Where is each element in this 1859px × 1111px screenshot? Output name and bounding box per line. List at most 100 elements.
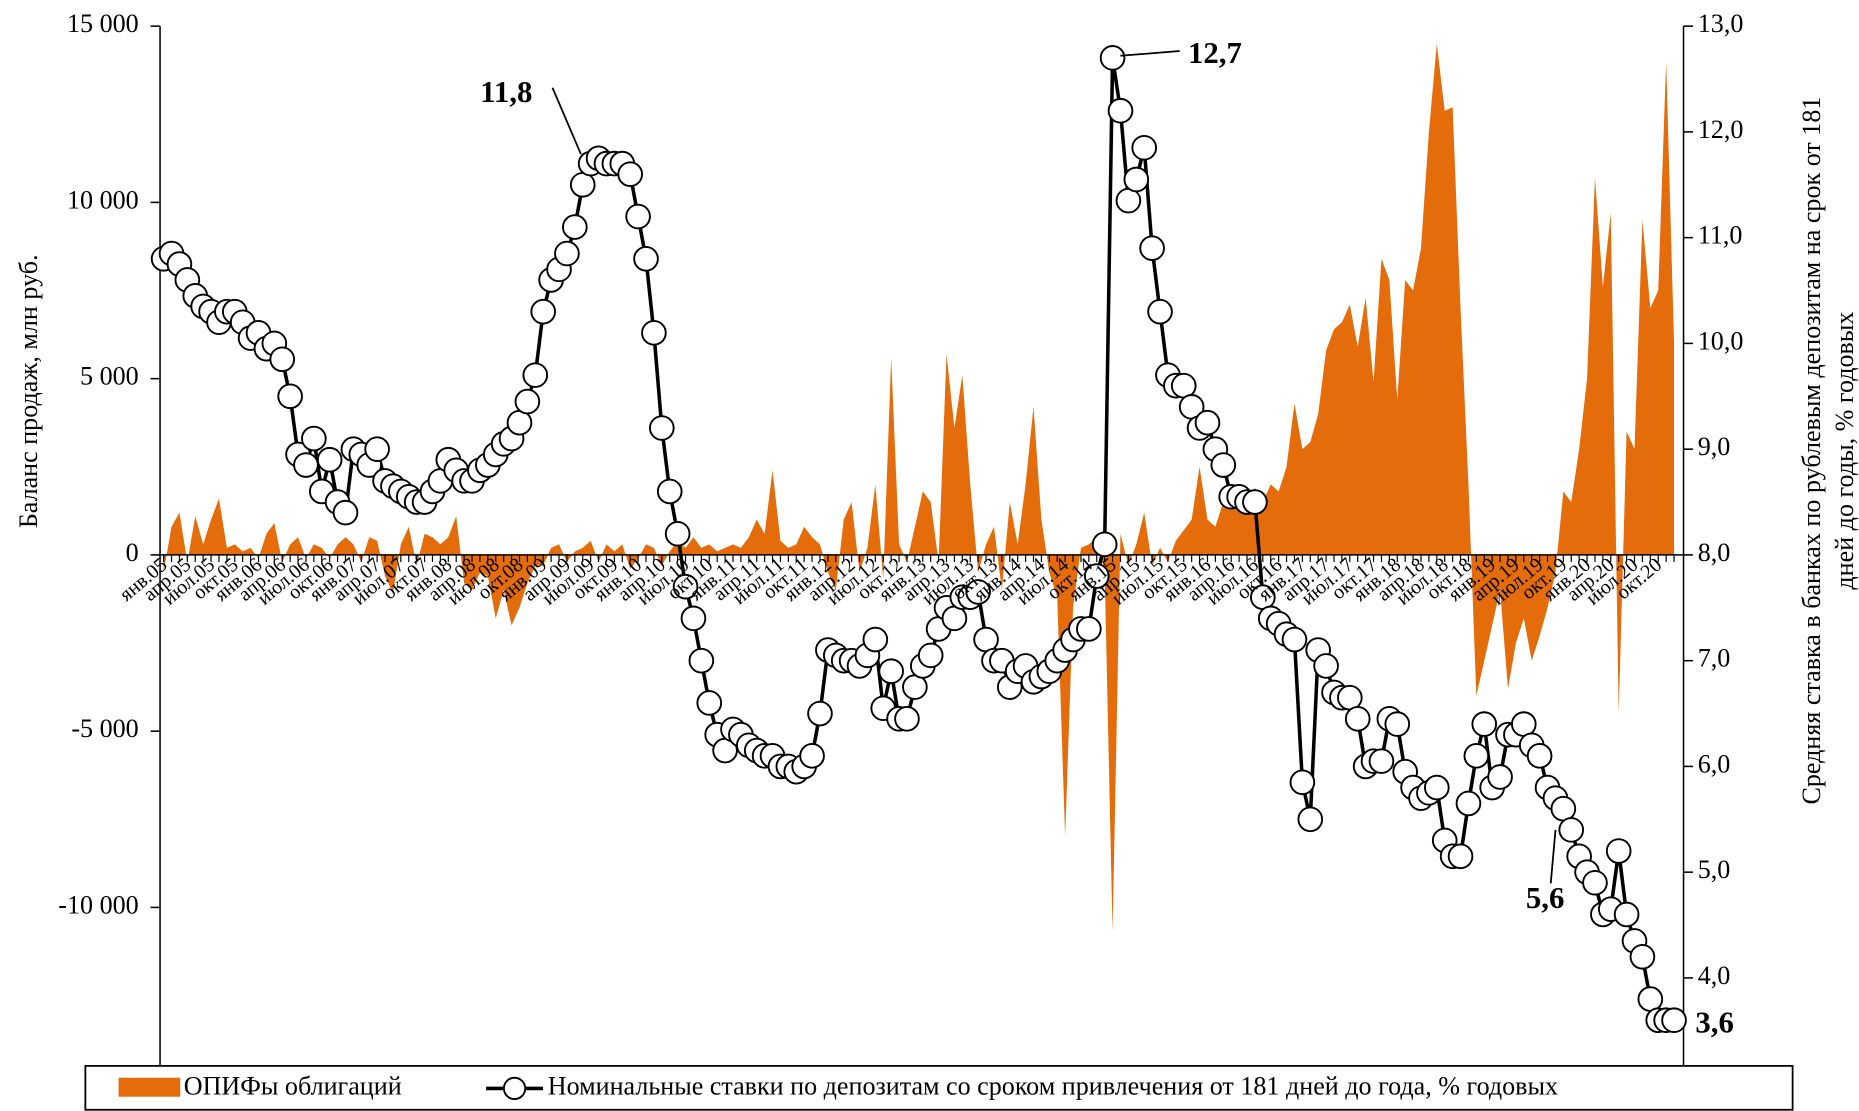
annotation: 11,8: [480, 75, 532, 109]
marker: [514, 388, 541, 415]
marker: [506, 409, 533, 436]
marker: [1281, 626, 1308, 653]
marker: [1170, 372, 1197, 399]
y-tick-label: -5 000: [71, 714, 138, 743]
marker: [1455, 790, 1482, 817]
y2-tick-label: 13,0: [1698, 9, 1744, 38]
marker: [554, 240, 580, 267]
y2-tick-label: 9,0: [1698, 432, 1731, 461]
marker: [1131, 134, 1158, 161]
marker: [799, 743, 825, 769]
marker: [1147, 298, 1173, 325]
marker: [301, 425, 327, 452]
marker: [649, 415, 675, 441]
marker: [1487, 764, 1513, 790]
marker: [1242, 489, 1268, 515]
y2-tick-label: 5,0: [1698, 855, 1731, 884]
marker: [1384, 711, 1411, 737]
marker: [696, 690, 723, 716]
marker: [1661, 1007, 1687, 1034]
marker: [1289, 769, 1316, 796]
marker: [1558, 817, 1585, 843]
marker: [1526, 743, 1553, 769]
marker: [680, 605, 707, 632]
area: [163, 43, 1675, 933]
y-tick-label: 0: [126, 538, 139, 567]
legend: ОПИФы облигаций Номинальные ставки по деп…: [84, 1065, 1794, 1111]
plot-area: [150, 25, 1694, 1085]
marker: [332, 499, 359, 526]
y-tick-label: -10 000: [58, 890, 138, 919]
y2-tick-label: 12,0: [1698, 115, 1744, 144]
y2-axis-title: дней до годы, % годовых: [1830, 312, 1859, 590]
marker: [1637, 986, 1664, 1012]
marker: [1194, 409, 1221, 436]
marker: [1313, 653, 1339, 679]
marker: [269, 346, 296, 373]
y2-axis-title: Средняя ставка в банках по рублевым депо…: [1797, 97, 1826, 805]
marker: [1076, 616, 1102, 642]
marker: [1107, 97, 1134, 124]
legend-swatch: [118, 1077, 181, 1097]
annotation-leader: [1549, 829, 1557, 884]
y-tick-label: 10 000: [67, 185, 139, 214]
marker: [807, 700, 833, 727]
marker: [316, 446, 343, 473]
y2-tick-label: 6,0: [1698, 749, 1731, 778]
legend-label: ОПИФы облигаций: [184, 1071, 402, 1100]
y2-tick-label: 10,0: [1698, 326, 1744, 355]
marker: [902, 674, 928, 700]
marker: [878, 658, 904, 685]
y-axis-title: Баланс продаж, млн руб.: [14, 254, 43, 528]
marker: [1447, 843, 1474, 870]
marker: [1471, 711, 1498, 737]
marker: [656, 478, 683, 505]
marker: [625, 203, 651, 230]
marker: [1297, 806, 1324, 833]
marker: [973, 626, 999, 653]
marker: [1629, 943, 1656, 970]
marker: [1083, 563, 1110, 589]
marker: [277, 383, 303, 410]
legend-label: Номинальные ставки по депозитам со сроко…: [548, 1071, 1558, 1100]
marker: [1510, 711, 1537, 737]
marker: [1368, 748, 1395, 774]
marker: [569, 171, 596, 198]
marker: [617, 161, 643, 187]
annotation-leader: [551, 87, 582, 155]
marker: [917, 642, 944, 669]
y2-tick-label: 7,0: [1698, 644, 1731, 673]
marker: [965, 579, 991, 605]
marker: [633, 245, 659, 272]
marker: [894, 706, 920, 732]
marker: [641, 320, 667, 346]
marker: [1123, 166, 1150, 193]
annotation: 5,6: [1526, 881, 1565, 915]
marker: [1424, 774, 1450, 801]
marker: [664, 520, 691, 547]
marker: [1139, 235, 1165, 262]
marker: [862, 626, 889, 653]
marker: [1605, 838, 1632, 864]
marker: [1463, 743, 1490, 769]
legend-marker: [502, 1076, 527, 1101]
marker: [1210, 452, 1237, 478]
marker: [672, 573, 699, 600]
marker: [562, 214, 588, 240]
marker: [1344, 706, 1371, 732]
y-tick-label: 15 000: [67, 9, 139, 38]
marker: [688, 647, 715, 674]
y2-tick-label: 8,0: [1698, 538, 1731, 567]
legend-box: [84, 1065, 1794, 1111]
annotation: 12,7: [1188, 36, 1242, 70]
annotation-leader: [1120, 50, 1180, 57]
marker: [1337, 684, 1363, 711]
marker: [1115, 187, 1142, 214]
marker: [1099, 45, 1126, 71]
marker: [941, 605, 968, 632]
marker: [522, 362, 549, 388]
annotation: 3,6: [1695, 1006, 1734, 1040]
y2-tick-label: 4,0: [1698, 961, 1731, 990]
marker: [293, 452, 319, 478]
